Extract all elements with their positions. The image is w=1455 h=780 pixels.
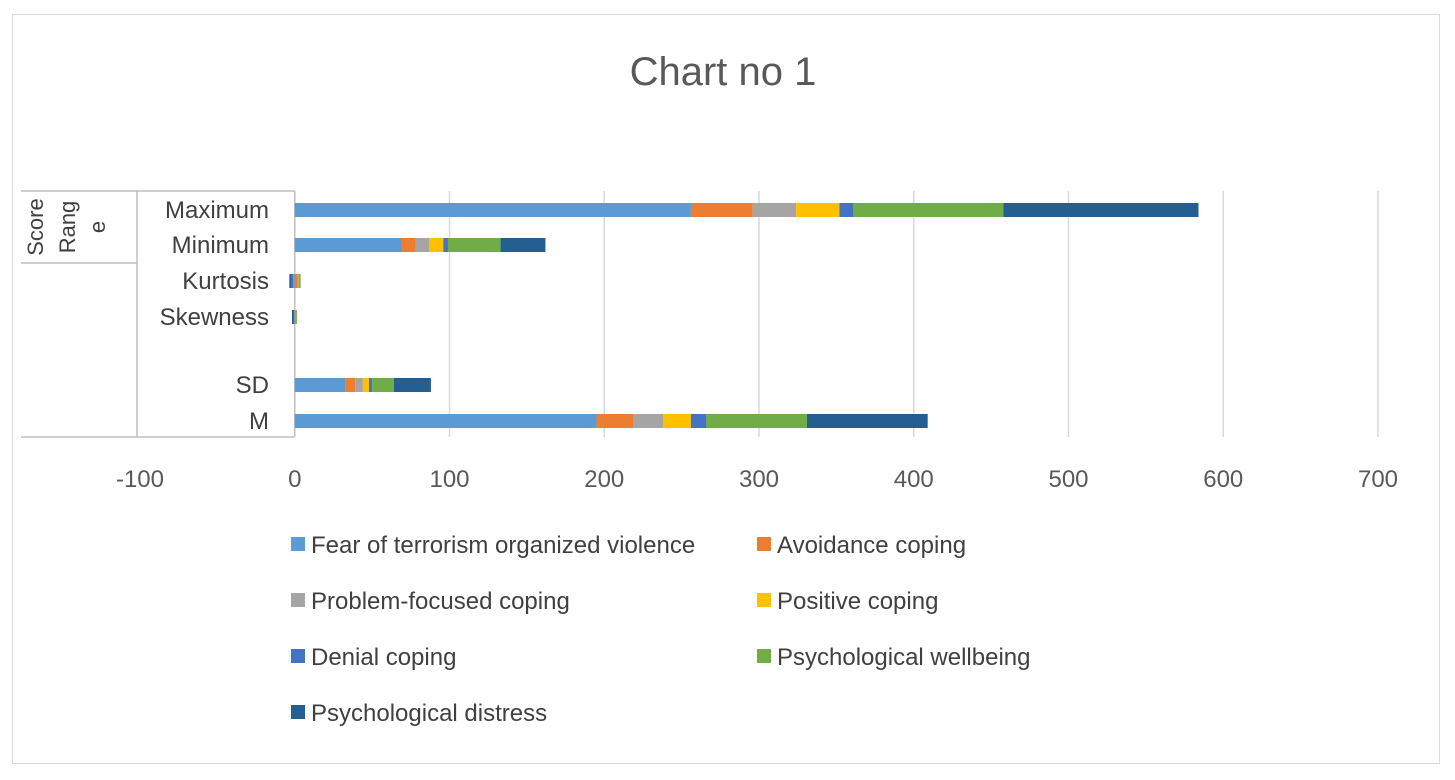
bar-segment (443, 238, 448, 252)
legend-label: Avoidance coping (777, 532, 966, 559)
legend-swatch (291, 593, 305, 607)
category-axis (21, 190, 296, 438)
bar-segment (293, 274, 295, 288)
x-tick-label: 100 (429, 466, 469, 493)
bar-segment (633, 414, 664, 428)
bar-segment (290, 274, 294, 288)
legend-label: Psychological wellbeing (777, 644, 1030, 671)
x-tick-labels: -100 0 100 200 300 400 500 600 700 (116, 466, 1398, 493)
bar-segment (853, 203, 1004, 217)
bar-segment (289, 274, 291, 288)
category-label: M (249, 408, 269, 435)
x-tick-label: 700 (1358, 466, 1398, 493)
x-tick-label: 300 (739, 466, 779, 493)
bar-segment (297, 274, 300, 288)
bar-segment (706, 414, 807, 428)
category-label: Skewness (160, 304, 269, 331)
bar-segment (294, 414, 597, 428)
bar-segment (401, 238, 416, 252)
bar-segment (299, 274, 301, 288)
bar-segment (369, 378, 373, 392)
bar-segment (291, 310, 294, 324)
category-label: SD (236, 372, 269, 399)
x-tick-label: 400 (894, 466, 934, 493)
group-label-line: Score (23, 198, 48, 255)
bar-segment (294, 274, 298, 288)
legend-label: Positive coping (777, 588, 938, 615)
bar-segment (393, 378, 431, 392)
bar-segment (663, 414, 691, 428)
bar-segment (429, 238, 444, 252)
legend-swatch (757, 537, 771, 551)
group-label-line: e (85, 221, 110, 233)
bar-segment (806, 414, 928, 428)
legend-swatch (757, 593, 771, 607)
x-tick-label: 200 (584, 466, 624, 493)
bar-segment (415, 238, 430, 252)
bar-segment (355, 378, 363, 392)
legend-label: Problem-focused coping (311, 588, 570, 615)
x-tick-label: 0 (288, 466, 301, 493)
x-tick-label: 500 (1048, 466, 1088, 493)
bar-segment (372, 378, 394, 392)
bar-segment (294, 238, 402, 252)
bar-segment (500, 238, 546, 252)
bar-segment (1003, 203, 1199, 217)
category-label: Maximum (165, 197, 269, 224)
bar-segment (839, 203, 854, 217)
group-label-line: Rang (55, 201, 80, 254)
chart-title: Chart no 1 (630, 50, 817, 94)
bar-segment (752, 203, 797, 217)
bar-segment (690, 414, 707, 428)
legend-label: Denial coping (311, 644, 456, 671)
bar-segment (596, 414, 634, 428)
bar-segment (294, 378, 346, 392)
bar-segment (690, 203, 753, 217)
category-label: Kurtosis (182, 268, 269, 295)
category-label: Minimum (172, 232, 269, 259)
legend: Fear of terrorism organized violence Avoi… (291, 532, 1030, 727)
legend-swatch (757, 649, 771, 663)
x-tick-label: 600 (1203, 466, 1243, 493)
bar-segment (294, 203, 691, 217)
bar-segment (345, 378, 356, 392)
legend-swatch (291, 537, 305, 551)
gridlines (448, 191, 1379, 437)
bar-segment (362, 378, 370, 392)
legend-label: Fear of terrorism organized violence (311, 532, 695, 559)
bar-segment (796, 203, 840, 217)
legend-swatch (291, 649, 305, 663)
x-tick-label: -100 (116, 466, 164, 493)
legend-label: Psychological distress (311, 700, 547, 727)
bar-segment (295, 310, 297, 324)
legend-swatch (291, 705, 305, 719)
bar-segment (447, 238, 501, 252)
chart-svg: Chart no 1 -100 0 100 200 300 400 500 600 700 MS… (21, 50, 1398, 727)
category-labels: M SD Skewness Kurtosis Minimum Maximum Score Ra… (23, 197, 269, 435)
bar-segment (292, 310, 295, 324)
bars (289, 203, 1199, 428)
